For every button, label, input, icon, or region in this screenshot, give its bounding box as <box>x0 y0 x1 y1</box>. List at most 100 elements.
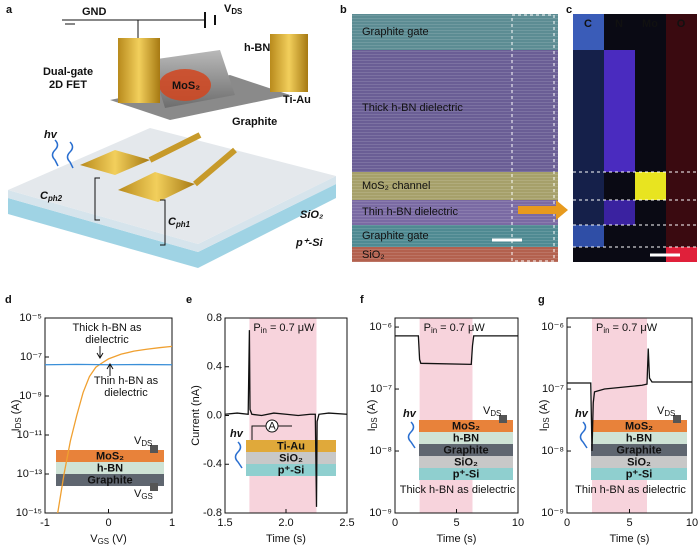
inset-layer-label: MoS₂ <box>96 450 124 462</box>
device-label: 2D FET <box>49 79 87 91</box>
inset-layer-label: h-BN <box>626 432 652 444</box>
x-axis-label-sub: GS <box>98 537 109 546</box>
y-tick-label: 10⁻⁸ <box>369 445 392 457</box>
power-label-text: P <box>253 322 260 334</box>
oxide-label: SiO₂ <box>300 209 323 221</box>
power-label-sub: in <box>431 326 437 335</box>
light-label: hv <box>44 129 58 141</box>
x-axis-label: VGS (V) <box>90 533 127 546</box>
x-tick-label: 5 <box>626 517 632 529</box>
y-axis-label-text: I <box>538 428 550 431</box>
plot-data <box>45 345 172 513</box>
y-axis-label-text: I <box>10 428 22 431</box>
inset-layer <box>419 432 513 444</box>
power-label-text: P <box>424 322 431 334</box>
inset-layer-label: Graphite <box>87 474 132 486</box>
inset-layer-label: Graphite <box>443 444 488 456</box>
substrate-label: p⁺-Si <box>295 237 324 249</box>
power-label: Pin = 0.7 μW <box>424 322 486 335</box>
terminal-label-sub: DS <box>664 409 675 418</box>
inset-layer-label: SiO₂ <box>627 456 651 468</box>
layer-label: Graphite gate <box>362 26 429 38</box>
y-tick-label: -0.4 <box>203 458 222 470</box>
inset-layer-label: h-BN <box>453 432 479 444</box>
terminal-label-text: V <box>483 405 491 417</box>
inset-layer-label: Ti-Au <box>277 440 305 452</box>
plot-data <box>567 348 692 452</box>
inset-layer-label: h-BN <box>97 462 123 474</box>
x-axis-label: Time (s) <box>266 533 306 545</box>
x-tick-label: 2.0 <box>278 517 293 529</box>
x-axis-label: Time (s) <box>437 533 477 545</box>
layer-label: Graphite gate <box>362 230 429 242</box>
inset-layer <box>591 420 687 432</box>
inset-layer <box>591 456 687 468</box>
layer-label: Thin h-BN dielectric <box>362 206 458 218</box>
electrode-left <box>118 38 160 103</box>
inset-layer <box>591 444 687 456</box>
terminal-label-text: V <box>134 435 142 447</box>
x-tick-label: 10 <box>686 517 698 529</box>
inset-light-arrow <box>407 421 416 449</box>
inset-layer-label: Graphite <box>616 444 661 456</box>
x-tick-label: 1.5 <box>217 517 232 529</box>
vds-label: VDS <box>224 3 242 16</box>
electrode-right <box>270 34 308 92</box>
inset-light-label: hv <box>230 428 244 440</box>
power-label-rest: = 0.7 μW <box>437 322 485 334</box>
illumination <box>419 318 473 513</box>
y-axis-label-rest: (A) <box>10 400 22 418</box>
y-tick-label: 10⁻¹⁵ <box>16 507 42 519</box>
ammeter-label: A <box>268 420 276 432</box>
y-axis-label-rest: (A) <box>538 400 550 418</box>
arrow <box>518 200 568 220</box>
label-arrow <box>96 346 104 359</box>
data-line <box>225 330 347 507</box>
hbn-label: h-BN <box>244 42 270 54</box>
inset-layer-label: SiO₂ <box>454 456 478 468</box>
y-axis-label: IDS (A) <box>366 400 379 432</box>
oxide <box>8 176 336 252</box>
x-axis-label: Time (s) <box>610 533 650 545</box>
light-arrow <box>66 141 74 169</box>
inset-light-label: hv <box>575 408 589 420</box>
inset-layer <box>419 468 513 480</box>
inset-layer <box>56 450 164 462</box>
element-label: N <box>615 18 623 30</box>
device-schematic <box>8 12 336 268</box>
label-arrow <box>106 363 114 376</box>
plot-data <box>395 335 518 366</box>
terminal <box>499 415 507 423</box>
y-tick-label: 10⁻⁹ <box>19 390 42 402</box>
y-axis-label-sub: DS <box>14 417 23 428</box>
channel-label: MoS₂ <box>172 80 200 92</box>
dielectric-note: Thin h-BN as dielectric <box>575 484 686 496</box>
bracket <box>94 177 100 221</box>
panel-letter: c <box>566 4 572 16</box>
inset-layer <box>419 456 513 468</box>
illumination <box>592 318 647 513</box>
y-tick-label: 0.8 <box>207 312 222 324</box>
power-label-rest: = 0.7 μW <box>610 322 658 334</box>
series-label: Thick h-BN as dielectric <box>72 322 142 346</box>
inset-layer-label: p⁺-Si <box>278 464 305 476</box>
vds-label-sub: DS <box>231 7 242 16</box>
y-tick-label: 0.0 <box>207 409 222 421</box>
panel-letter: a <box>6 4 13 16</box>
y-axis-label: IDS (A) <box>538 400 551 432</box>
inset-layer-label: p⁺-Si <box>626 468 653 480</box>
panel-letter: g <box>538 294 545 306</box>
plot-data <box>225 330 347 507</box>
data-line <box>567 348 692 452</box>
bracket <box>160 199 166 246</box>
inset-layer-label: p⁺-Si <box>453 468 480 480</box>
gate-label: Graphite <box>232 116 277 128</box>
x-axis-label-text: V <box>90 533 98 545</box>
x-tick-label: 2.5 <box>339 517 354 529</box>
power-label-sub: in <box>603 326 609 335</box>
panel-letter: e <box>186 294 192 306</box>
terminal-label-sub: DS <box>490 409 501 418</box>
terminal-label: VDS <box>483 405 501 418</box>
eds-maps <box>573 14 697 262</box>
